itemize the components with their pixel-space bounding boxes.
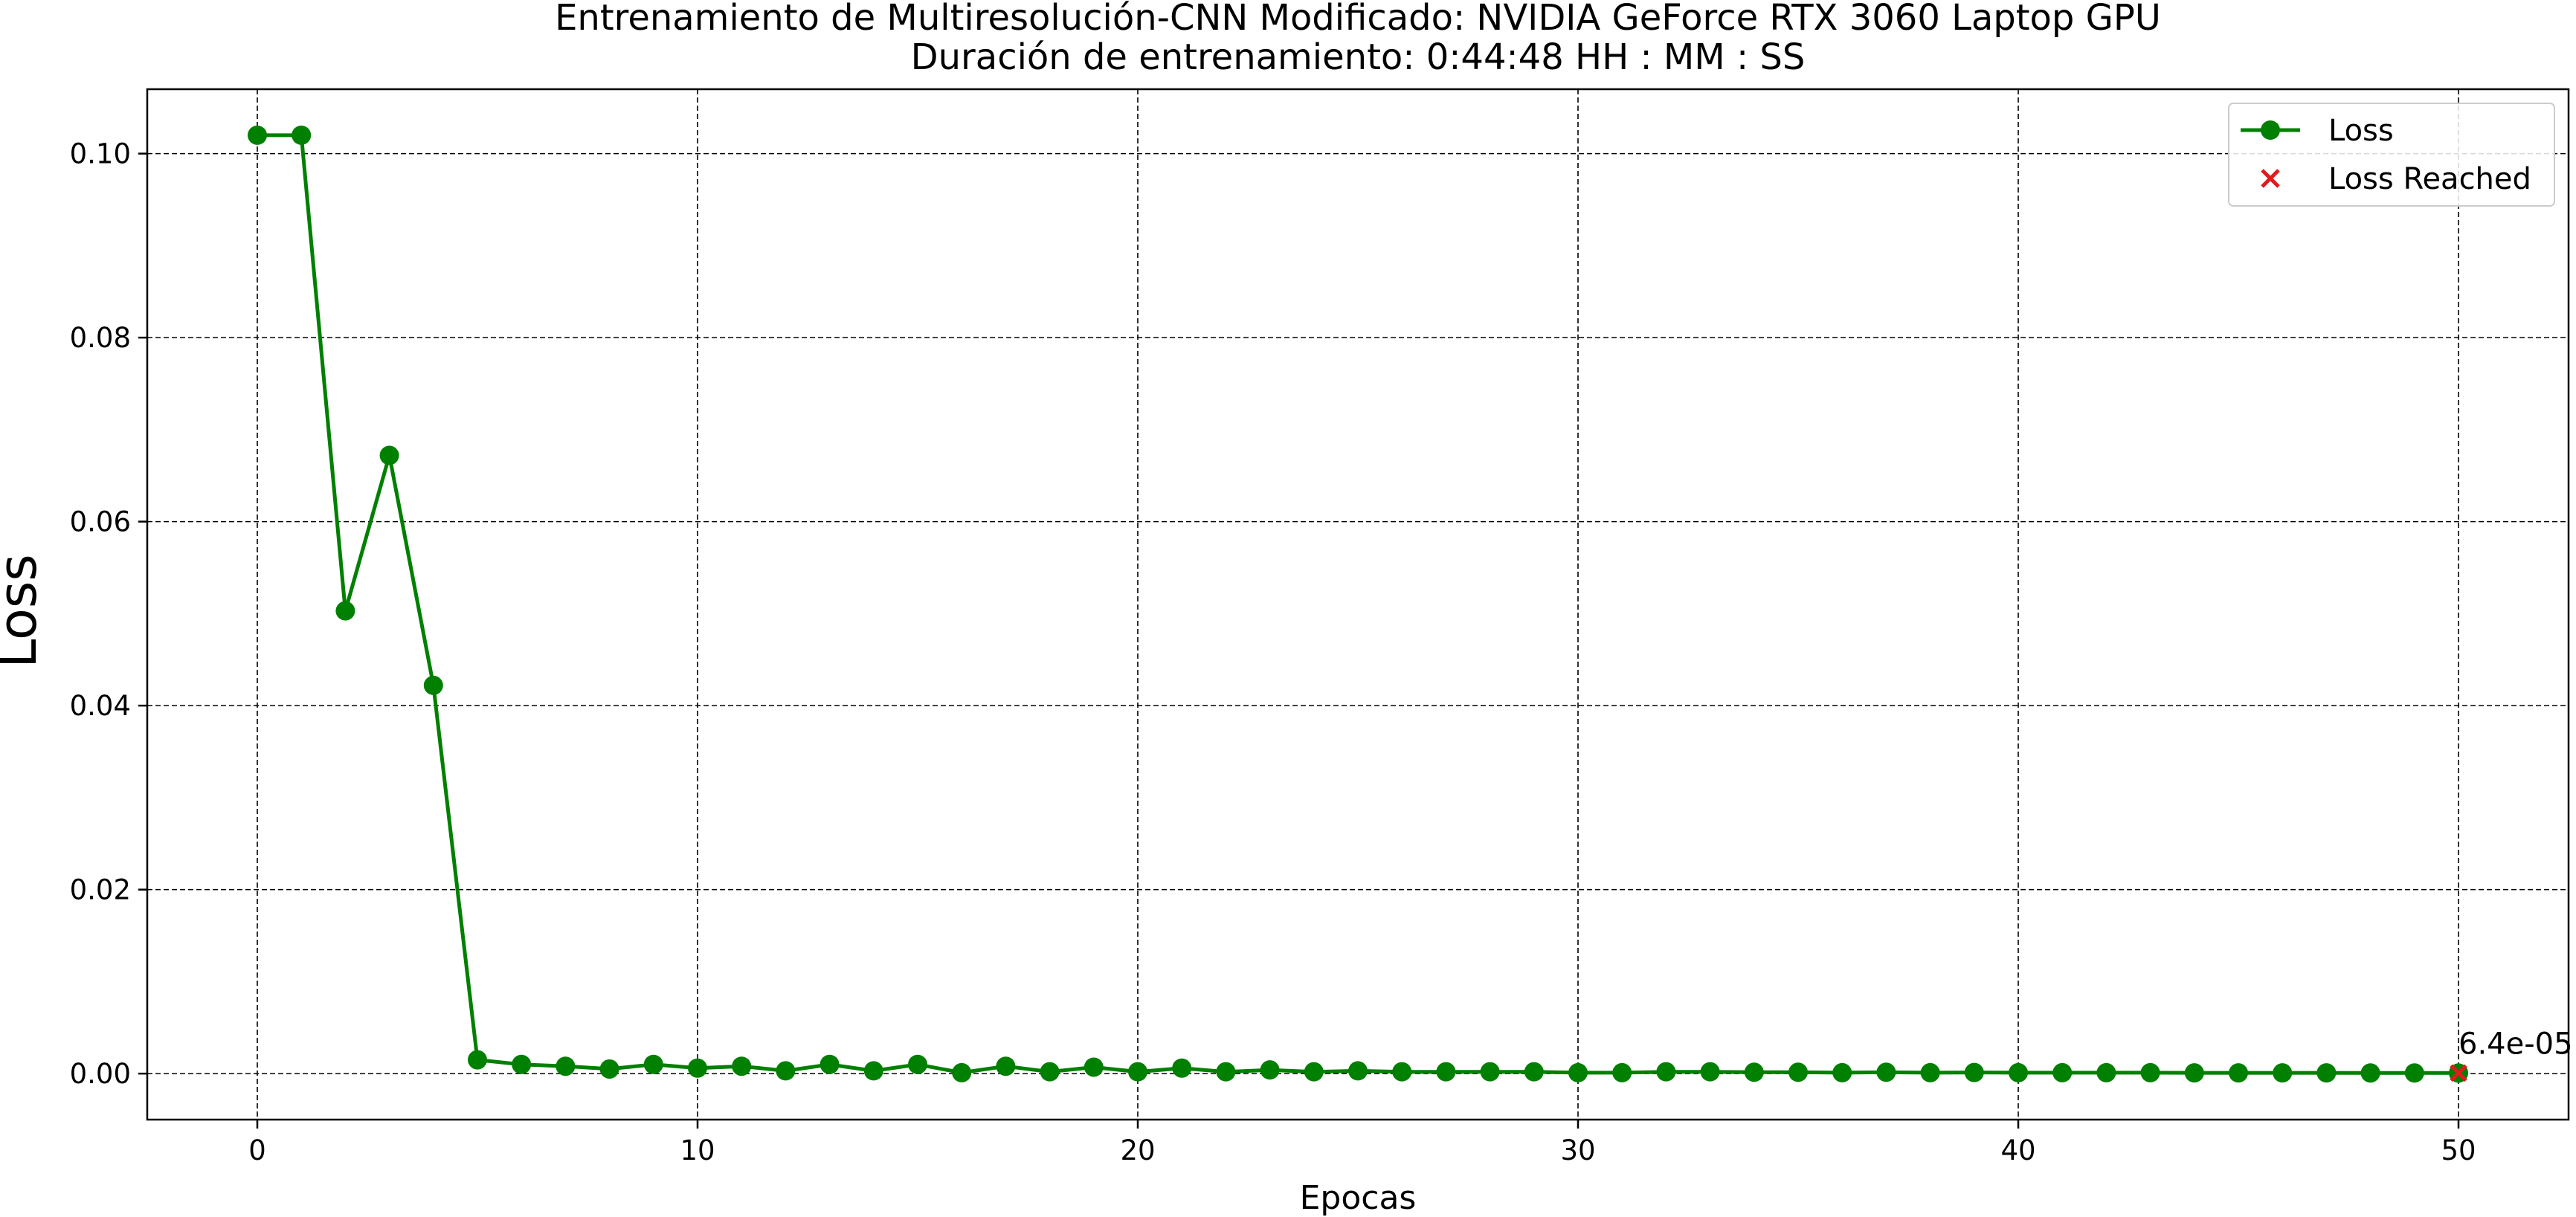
- y-tick-label: 0.00: [70, 1058, 131, 1090]
- legend-item-loss-reached: Loss Reached: [2261, 162, 2531, 196]
- legend-box: [2228, 103, 2555, 207]
- loss-point: [688, 1058, 707, 1078]
- loss-point: [908, 1054, 927, 1074]
- loss-point: [1348, 1061, 1368, 1081]
- loss-point: [2096, 1062, 2116, 1082]
- loss-point: [2404, 1063, 2424, 1083]
- loss-point: [1920, 1062, 1940, 1082]
- loss-point: [1128, 1062, 1147, 1082]
- plot-area: [146, 88, 2570, 1121]
- y-tick-label: 0.10: [70, 138, 131, 170]
- loss-point: [952, 1062, 972, 1082]
- x-axis-label: Epocas: [1300, 1179, 1417, 1217]
- y-tick-label: 0.08: [70, 322, 131, 354]
- legend-item-loss: Loss: [2241, 114, 2394, 148]
- loss-point: [820, 1054, 840, 1074]
- annotations: 6.4e-05: [2459, 1027, 2573, 1061]
- y-tick-label: 0.02: [70, 874, 131, 906]
- loss-point: [1083, 1057, 1104, 1077]
- loss-point: [292, 125, 312, 145]
- loss-point: [1832, 1062, 1852, 1082]
- loss-point: [1436, 1062, 1456, 1082]
- loss-point: [512, 1054, 532, 1074]
- x-tick-label: 0: [248, 1134, 266, 1166]
- loss-point: [2009, 1062, 2028, 1082]
- loss-point: [1172, 1058, 1192, 1078]
- loss-point: [1744, 1062, 1764, 1082]
- grid: [147, 89, 2569, 1120]
- loss-point: [379, 445, 399, 465]
- loss-point: [2052, 1062, 2073, 1082]
- loss-point: [1612, 1062, 1632, 1082]
- loss-point: [1700, 1062, 1720, 1082]
- loss-reached-marker: [2450, 1064, 2467, 1082]
- legend: Loss Loss Reached: [2228, 103, 2555, 207]
- loss-point: [1964, 1062, 1984, 1082]
- loss-point: [556, 1056, 576, 1076]
- x-tick-label: 20: [1120, 1134, 1155, 1166]
- loss-point: [863, 1061, 883, 1081]
- loss-point: [1788, 1062, 1808, 1082]
- loss-point: [1480, 1062, 1500, 1082]
- loss-point: [2184, 1063, 2204, 1083]
- x-tick-label: 10: [680, 1134, 715, 1166]
- series-layer: [248, 125, 2468, 1083]
- loss-point: [776, 1061, 796, 1081]
- loss-point: [248, 125, 267, 145]
- y-axis-ticks: 0.00 0.02 0.04 0.06 0.08 0.10: [70, 138, 147, 1090]
- y-axis-label: Loss: [0, 554, 48, 668]
- loss-point: [599, 1059, 619, 1079]
- loss-point: [1304, 1062, 1324, 1082]
- loss-point: [1040, 1062, 1060, 1082]
- loss-point: [1568, 1062, 1588, 1082]
- y-tick-label: 0.06: [70, 506, 131, 538]
- y-tick-label: 0.04: [70, 690, 131, 722]
- chart-subtitle: Duración de entrenamiento: 0:44:48 HH : …: [911, 36, 1806, 78]
- loss-point: [1876, 1062, 1896, 1082]
- legend-label: Loss: [2328, 114, 2394, 148]
- x-tick-label: 30: [1560, 1134, 1595, 1166]
- x-tick-label: 40: [2000, 1134, 2035, 1166]
- loss-point: [2273, 1063, 2293, 1083]
- loss-point: [468, 1050, 487, 1070]
- loss-point: [732, 1056, 752, 1076]
- x-tick-label: 50: [2441, 1134, 2476, 1166]
- loss-point: [1524, 1062, 1544, 1082]
- loss-series-line: [257, 133, 2459, 1075]
- annotation-label: 6.4e-05: [2459, 1027, 2573, 1061]
- legend-label: Loss Reached: [2328, 162, 2531, 196]
- loss-point: [996, 1056, 1016, 1076]
- loss-point: [423, 675, 443, 695]
- chart-title: Entrenamiento de Multiresolución-CNN Mod…: [555, 0, 2161, 39]
- loss-point: [2316, 1063, 2337, 1083]
- loss-point: [335, 601, 355, 621]
- loss-point: [1216, 1062, 1236, 1082]
- loss-point: [1392, 1062, 1412, 1082]
- loss-point: [1656, 1062, 1676, 1082]
- x-axis-ticks: 0 10 20 30 40 50: [248, 1120, 2476, 1166]
- loss-point: [1260, 1060, 1280, 1080]
- loss-point: [643, 1054, 663, 1074]
- loss-point: [2229, 1063, 2248, 1083]
- loss-point: [2360, 1063, 2380, 1083]
- loss-point: [2140, 1062, 2160, 1082]
